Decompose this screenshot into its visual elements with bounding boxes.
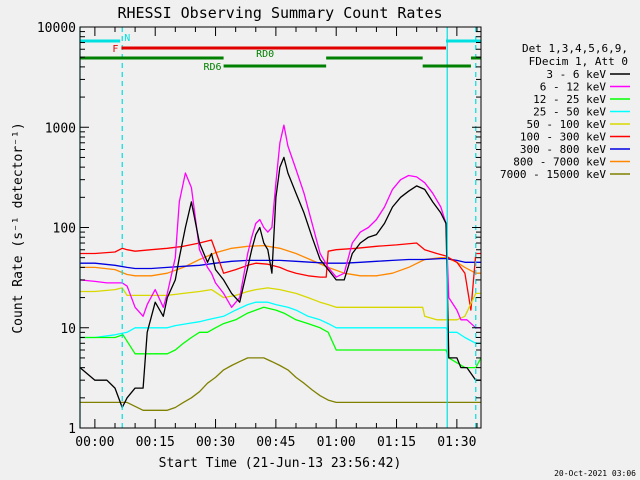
legend-label-0: 3 - 6 keV bbox=[546, 68, 606, 81]
series-line-2 bbox=[80, 306, 482, 369]
x-tick-label: 00:15 bbox=[136, 435, 175, 450]
series-line-4 bbox=[80, 287, 481, 321]
y-tick-label: 10 bbox=[60, 322, 76, 337]
flag-layer: NF RD0 RD6 bbox=[79, 27, 481, 428]
series-line-5 bbox=[80, 239, 481, 311]
x-tick-label: 01:15 bbox=[377, 435, 416, 450]
legend-header-line-2: FDecim 1, Att 0 bbox=[529, 55, 628, 68]
x-tick-label: 01:30 bbox=[437, 435, 476, 450]
y-tick-label: 100 bbox=[53, 222, 76, 237]
series-line-8 bbox=[80, 357, 481, 411]
x-tick-label: 01:00 bbox=[317, 435, 356, 450]
series-line-0 bbox=[79, 156, 481, 409]
legend-label-6: 300 - 800 keV bbox=[520, 143, 606, 156]
chart-title: RHESSI Observing Summary Count Rates bbox=[117, 4, 442, 22]
x-axis-label: Start Time (21-Jun-13 23:56:42) bbox=[159, 456, 402, 471]
series-line-6 bbox=[80, 257, 481, 270]
flag-label-rd0: RD0 bbox=[256, 49, 274, 60]
series-layer bbox=[79, 124, 482, 411]
legend: Det 1,3,4,5,6,9, FDecim 1, Att 0 3 - 6 k… bbox=[500, 42, 630, 181]
flag-label-n: N bbox=[124, 33, 130, 44]
legend-label-7: 800 - 7000 keV bbox=[513, 156, 606, 169]
flag-label-f: F bbox=[112, 44, 118, 55]
legend-label-8: 7000 - 15000 keV bbox=[500, 168, 606, 181]
y-axis-label: Count Rate (s⁻¹ detector⁻¹) bbox=[11, 122, 26, 333]
y-tick-label: 10000 bbox=[37, 21, 76, 36]
plot-frame bbox=[79, 26, 482, 429]
legend-label-3: 25 - 50 keV bbox=[533, 106, 606, 119]
series-line-3 bbox=[80, 301, 481, 344]
series-line-7 bbox=[80, 244, 481, 277]
legend-label-2: 12 - 25 keV bbox=[533, 93, 606, 106]
series-line-1 bbox=[79, 124, 481, 329]
legend-label-4: 50 - 100 keV bbox=[527, 118, 607, 131]
y-tick-label: 1 bbox=[68, 422, 76, 437]
axis-layer: 1 10 100 1000 10000 00:00 00:15 00:30 00:45 01:00… bbox=[37, 21, 481, 450]
y-tick-label: 1000 bbox=[45, 121, 76, 136]
footer-date: 20-Oct-2021 03:06 bbox=[554, 469, 636, 478]
x-tick-label: 00:00 bbox=[75, 435, 114, 450]
flag-label-rd6: RD6 bbox=[204, 62, 222, 73]
x-tick-label: 00:45 bbox=[256, 435, 295, 450]
x-tick-label: 00:30 bbox=[196, 435, 235, 450]
legend-label-1: 6 - 12 keV bbox=[540, 81, 607, 94]
legend-header-line-1: Det 1,3,4,5,6,9, bbox=[522, 42, 628, 55]
legend-label-5: 100 - 300 keV bbox=[520, 131, 606, 144]
